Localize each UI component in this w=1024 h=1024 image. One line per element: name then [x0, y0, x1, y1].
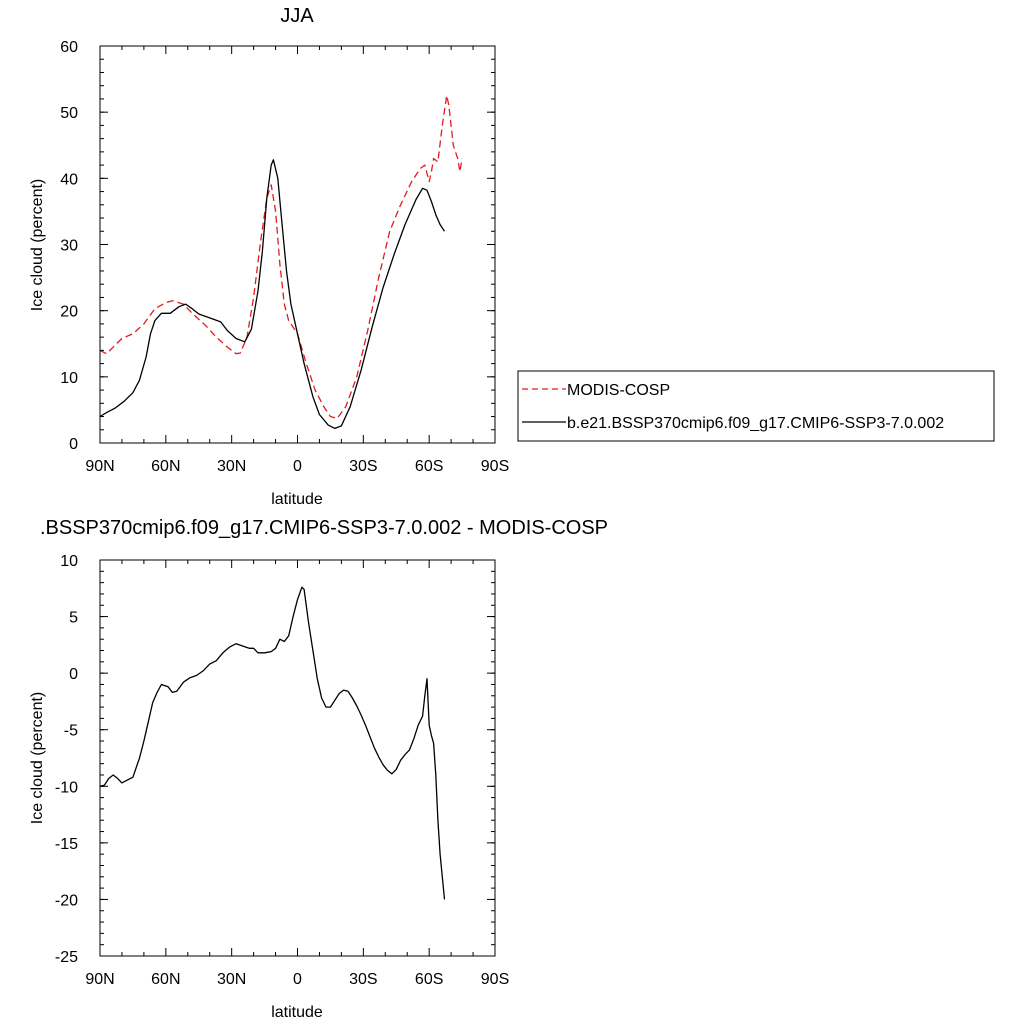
- bottom-y-tick-label: 5: [69, 610, 78, 627]
- top-plot-frame: [99, 45, 496, 444]
- legend-label-model: b.e21.BSSP370cmip6.f09_g17.CMIP6-SSP3-7.…: [567, 415, 944, 432]
- bottom-x-tick-label: 90S: [481, 971, 509, 988]
- top-x-ticks: 90N 60N 30N 0 30S 60S 90S: [85, 46, 509, 475]
- top-x-tick-label: 90N: [85, 458, 114, 475]
- bottom-plot-area: [99, 586, 446, 900]
- top-x-tick-label: 90S: [481, 458, 509, 475]
- top-panel: JJA 90N 60N 30N 0 30S 60S 90S 0 10 20 30 40 50 60 la…: [29, 5, 509, 508]
- bottom-panel: .BSSP370cmip6.f09_g17.CMIP6-SSP3-7.0.002…: [29, 517, 608, 1021]
- bottom-y-ticks: -25 -20 -15 -10 -5 0 5 10: [55, 553, 495, 966]
- top-chart-title: JJA: [280, 5, 314, 27]
- top-x-tick-label: 60S: [415, 458, 443, 475]
- top-y-axis-label: Ice cloud (percent): [29, 179, 46, 312]
- top-series-line-2: [99, 159, 446, 430]
- top-y-tick-label: 50: [60, 105, 78, 122]
- bottom-y-tick-label: -25: [55, 949, 78, 966]
- top-y-ticks: 0 10 20 30 40 50 60: [60, 39, 495, 453]
- legend-label-modis: MODIS-COSP: [567, 382, 670, 399]
- top-y-tick-label: 0: [69, 436, 78, 453]
- bottom-y-tick-label: -5: [64, 723, 78, 740]
- top-series-line-1: [99, 94, 463, 420]
- top-y-tick-label: 30: [60, 238, 78, 255]
- bottom-x-tick-label: 60S: [415, 971, 443, 988]
- bottom-x-tick-label: 30S: [349, 971, 377, 988]
- bottom-y-tick-label: -20: [55, 892, 78, 909]
- top-plot-area: [99, 94, 463, 430]
- top-y-tick-label: 40: [60, 171, 78, 188]
- bottom-x-axis-label: latitude: [271, 1004, 323, 1021]
- top-x-tick-label: 30S: [349, 458, 377, 475]
- top-x-axis-label: latitude: [271, 491, 323, 508]
- top-x-tick-label: 30N: [217, 458, 246, 475]
- bottom-y-tick-label: -10: [55, 779, 78, 796]
- top-x-tick-label: 60N: [151, 458, 180, 475]
- legend-box: [517, 370, 995, 442]
- bottom-y-tick-label: -15: [55, 836, 78, 853]
- bottom-x-ticks: 90N 60N 30N 0 30S 60S 90S: [85, 560, 509, 988]
- bottom-x-tick-label: 30N: [217, 971, 246, 988]
- bottom-series-line-1: [99, 586, 446, 900]
- bottom-y-tick-label: 10: [60, 553, 78, 570]
- bottom-x-tick-label: 0: [293, 971, 302, 988]
- top-x-tick-label: 0: [293, 458, 302, 475]
- bottom-y-axis-label: Ice cloud (percent): [29, 692, 46, 825]
- bottom-chart-title: .BSSP370cmip6.f09_g17.CMIP6-SSP3-7.0.002…: [40, 517, 608, 539]
- legend: MODIS-COSP b.e21.BSSP370cmip6.f09_g17.CM…: [517, 370, 995, 442]
- bottom-y-tick-label: 0: [69, 666, 78, 683]
- top-y-tick-label: 60: [60, 39, 78, 56]
- top-y-tick-label: 20: [60, 304, 78, 321]
- top-y-tick-label: 10: [60, 370, 78, 387]
- bottom-x-tick-label: 60N: [151, 971, 180, 988]
- bottom-x-tick-label: 90N: [85, 971, 114, 988]
- bottom-plot-frame: [99, 559, 496, 957]
